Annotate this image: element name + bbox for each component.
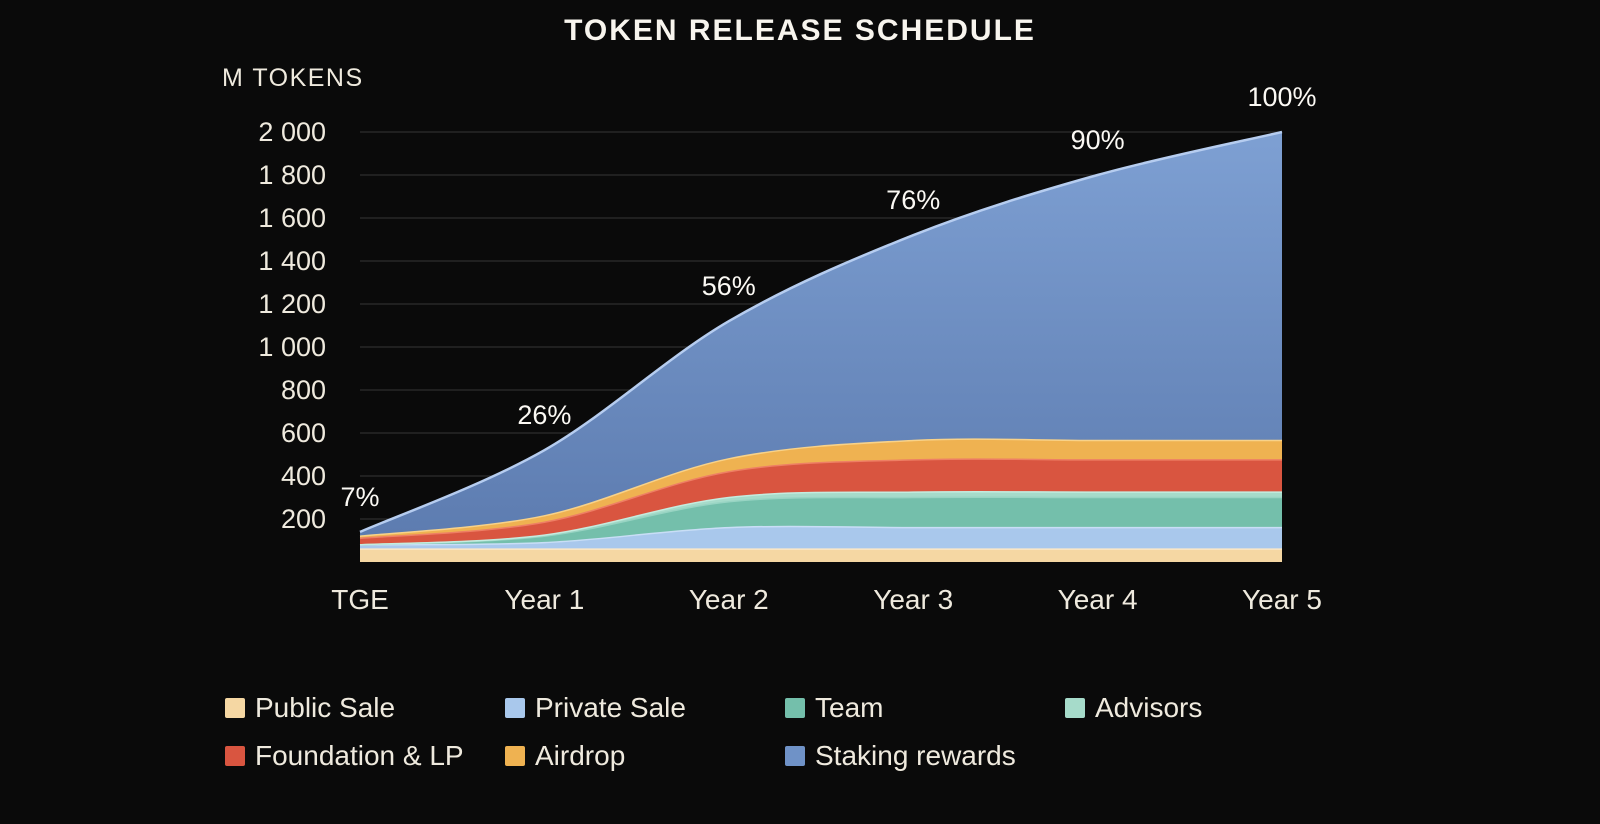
y-tick-label: 400: [281, 461, 326, 491]
y-tick-label: 1 800: [258, 160, 326, 190]
percent-annotation: 26%: [517, 400, 571, 430]
legend-item-staking-rewards: Staking rewards: [785, 740, 1065, 772]
series-edge-staking-rewards: [359, 130, 1283, 534]
y-tick-label: 1 000: [258, 332, 326, 362]
percent-annotation: 7%: [340, 482, 379, 512]
x-axis-label: TGE: [331, 584, 389, 615]
y-axis-title: M TOKENS: [222, 64, 364, 92]
token-release-schedule-infographic: TOKEN RELEASE SCHEDULE M TOKENS 200 400 600…: [0, 14, 1600, 824]
x-axis-label: Year 1: [504, 584, 584, 615]
legend-swatch-advisors: [1065, 698, 1085, 718]
series-edge-private-sale: [359, 525, 1282, 546]
series-area-private-sale: [360, 526, 1282, 550]
legend-swatch-private-sale: [505, 698, 525, 718]
chart-title: TOKEN RELEASE SCHEDULE: [564, 14, 1036, 47]
y-tick-label: 1 400: [258, 246, 326, 276]
y-tick-label: 2 000: [258, 117, 326, 147]
percent-annotation: 56%: [702, 271, 756, 301]
series-area-foundation-lp: [360, 459, 1282, 545]
legend-item-team: Team: [785, 692, 1065, 724]
series-edge-airdrop: [359, 438, 1282, 537]
y-tick-label: 200: [281, 504, 326, 534]
series-area-public-sale: [360, 549, 1282, 562]
percent-annotation: 100%: [1247, 82, 1316, 112]
legend-label: Staking rewards: [815, 740, 1016, 771]
chart-area: M TOKENS 200 400 600 800 1 000 1 200 1 400 1 600…: [0, 52, 1600, 652]
series-edge-foundation-lp: [359, 458, 1282, 540]
legend-label: Airdrop: [535, 740, 626, 771]
legend-label: Advisors: [1095, 692, 1203, 723]
legend-item-public-sale: Public Sale: [225, 692, 505, 724]
x-axis-label: Year 2: [689, 584, 769, 615]
legend-swatch-airdrop: [505, 746, 525, 766]
legend-swatch-staking-rewards: [785, 746, 805, 766]
y-tick-label: 1 200: [258, 289, 326, 319]
series-edge-advisors: [359, 490, 1282, 546]
legend-label: Public Sale: [255, 692, 396, 723]
legend-label: Team: [815, 692, 884, 723]
series-area-airdrop: [360, 439, 1282, 539]
chart-legend: Public Sale Private Sale Team Advisors Found…: [225, 692, 1600, 772]
series-area-staking-rewards: [360, 132, 1282, 537]
legend-label: Foundation & LP: [255, 740, 464, 771]
y-tick-label: 800: [281, 375, 326, 405]
legend-swatch-public-sale: [225, 698, 245, 718]
percent-annotation: 90%: [1071, 125, 1125, 155]
legend-item-advisors: Advisors: [1065, 692, 1345, 724]
x-axis-label: Year 4: [1058, 584, 1138, 615]
series-area-team: [360, 497, 1282, 545]
legend-item-foundation-lp: Foundation & LP: [225, 740, 505, 772]
legend-label: Private Sale: [535, 692, 686, 723]
legend-item-airdrop: Airdrop: [505, 740, 785, 772]
legend-swatch-team: [785, 698, 805, 718]
x-axis-label: Year 3: [873, 584, 953, 615]
percent-annotation: 76%: [886, 185, 940, 215]
legend-item-private-sale: Private Sale: [505, 692, 785, 724]
x-axis-label: Year 5: [1242, 584, 1322, 615]
stacked-area-chart: M TOKENS 200 400 600 800 1 000 1 200 1 400 1 600…: [222, 64, 1322, 615]
series-edge-team: [359, 496, 1283, 546]
y-tick-label: 1 600: [258, 203, 326, 233]
y-tick-label: 600: [281, 418, 326, 448]
legend-swatch-foundation-lp: [225, 746, 245, 766]
